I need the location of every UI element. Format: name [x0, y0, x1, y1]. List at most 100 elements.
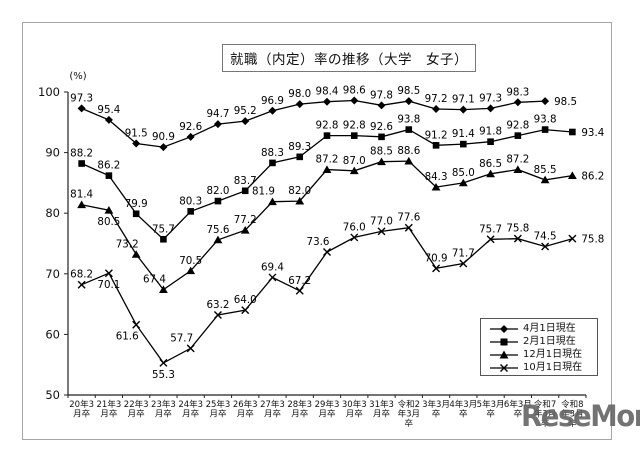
data-label-feb1: 91.2	[425, 129, 448, 141]
data-point-x	[404, 223, 413, 232]
data-point-x	[350, 233, 359, 242]
data-label-oct1: 63.2	[206, 299, 229, 311]
legend-label: 10月1日現在	[523, 362, 583, 373]
series-line-apr1	[81, 99, 546, 148]
watermark-text: ReseMom	[521, 399, 640, 433]
x-category-label: 31年3 月卒	[369, 399, 394, 420]
data-point-square	[432, 142, 440, 149]
data-point-x	[432, 264, 441, 273]
data-label-dec1: 87.2	[316, 154, 339, 166]
data-point-diamond	[404, 97, 413, 106]
data-point-diamond	[213, 120, 222, 129]
data-label-feb1: 79.9	[125, 198, 148, 210]
data-label-dec1: 77.2	[234, 214, 257, 226]
data-point-square	[160, 235, 167, 243]
y-tick-label: 90	[45, 146, 60, 160]
data-label-oct1: 61.6	[116, 331, 139, 343]
data-point-x	[132, 320, 141, 329]
data-point-square	[350, 132, 358, 139]
legend-marker-diamond-icon	[490, 325, 518, 333]
data-label-oct1: 73.6	[307, 236, 330, 248]
data-point-square	[187, 208, 194, 215]
x-category-label: 令和7 年3月卒	[534, 399, 556, 429]
data-label-dec1: 81.9	[252, 186, 275, 198]
data-label-oct1: 75.7	[479, 223, 502, 235]
data-label-feb1: 91.4	[452, 128, 475, 140]
data-label-apr1: 97.1	[452, 94, 475, 106]
data-label-feb1: 86.2	[97, 160, 120, 172]
data-label-oct1: 77.0	[370, 215, 393, 227]
data-label-apr1: 98.4	[316, 86, 339, 98]
x-category-label: 4年3月卒	[449, 399, 477, 420]
legend-item-dec1: 12月1日現在	[481, 349, 597, 362]
data-label-apr1: 98.5	[397, 85, 420, 97]
data-point-diamond	[104, 115, 113, 124]
data-point-triangle	[540, 175, 550, 184]
x-category-label: 27年3 月卒	[260, 399, 285, 420]
x-category-label: 3年3月卒	[422, 399, 450, 420]
x-category-label: 5年3月卒	[477, 399, 505, 420]
x-category-label: 26年3 月卒	[233, 399, 258, 420]
data-point-diamond	[132, 139, 141, 148]
data-point-diamond	[513, 98, 522, 107]
data-point-square	[132, 210, 140, 218]
data-point-x	[323, 247, 331, 256]
legend-label: 2月1日現在	[523, 336, 576, 347]
data-point-diamond	[186, 132, 195, 141]
data-point-x	[213, 311, 222, 320]
data-label-dec1: 70.5	[179, 255, 202, 267]
data-point-x	[268, 273, 277, 282]
y-tick-label: 50	[45, 388, 60, 402]
data-label-oct1: 69.4	[261, 261, 284, 273]
data-label-feb1: 80.3	[179, 195, 202, 207]
data-point-x	[77, 280, 86, 289]
data-point-diamond	[350, 96, 359, 105]
legend-item-feb1: 2月1日現在	[481, 336, 597, 349]
x-category-label: 25年3 月卒	[206, 399, 231, 420]
data-label-dec1: 87.0	[343, 155, 366, 167]
data-point-square	[378, 133, 385, 141]
resemom-watermark: リセマムReseMom.	[521, 399, 640, 433]
data-label-apr1: 90.9	[152, 131, 175, 143]
data-point-square	[105, 172, 113, 179]
data-label-feb1: 93.8	[534, 114, 557, 126]
data-label-feb1: 88.3	[261, 147, 284, 159]
data-point-triangle	[159, 285, 168, 293]
data-point-diamond	[323, 97, 331, 106]
data-point-x	[241, 306, 250, 315]
data-point-x	[513, 234, 522, 243]
data-point-square	[514, 132, 522, 139]
x-category-label: 令和8 年3月卒	[561, 399, 583, 429]
data-point-square	[78, 160, 85, 167]
data-label-oct1: 75.8	[506, 223, 529, 235]
x-category-label: 24年3 月卒	[178, 399, 203, 420]
data-label-apr1: 97.8	[370, 89, 393, 101]
data-point-square	[487, 138, 494, 145]
data-label-feb1: 83.7	[234, 175, 257, 187]
x-category-label: 22年3 月卒	[124, 399, 149, 420]
legend-item-apr1: 4月1日現在	[481, 323, 597, 336]
y-tick-label: 80	[45, 206, 60, 220]
data-point-triangle	[431, 182, 441, 191]
data-label-apr1: 94.7	[206, 108, 229, 120]
data-point-diamond	[459, 105, 468, 114]
data-point-square	[296, 153, 304, 161]
legend-label: 12月1日現在	[523, 349, 583, 360]
data-label-feb1: 93.4	[581, 127, 604, 139]
data-label-dec1: 85.5	[534, 164, 557, 176]
data-label-oct1: 67.2	[288, 275, 311, 287]
data-label-dec1: 84.3	[425, 171, 448, 183]
data-point-triangle	[404, 156, 414, 165]
data-point-x	[377, 227, 386, 236]
data-label-apr1: 97.2	[425, 93, 448, 105]
x-category-label: 30年3 月卒	[342, 399, 367, 420]
data-label-apr1: 97.3	[479, 92, 502, 104]
data-label-feb1: 89.3	[288, 141, 311, 153]
data-label-oct1: 70.9	[425, 252, 448, 264]
data-point-triangle	[295, 196, 305, 205]
data-point-square	[269, 159, 276, 167]
x-category-label: 20年3 月卒	[69, 399, 94, 420]
data-label-apr1: 97.3	[70, 92, 93, 104]
data-point-diamond	[486, 104, 495, 113]
